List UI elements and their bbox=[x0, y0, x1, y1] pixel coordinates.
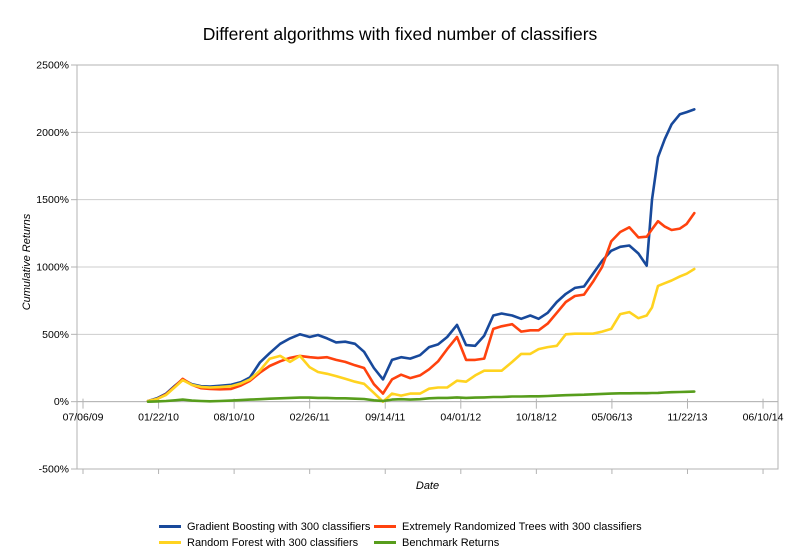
y-tick-label: 2500% bbox=[36, 60, 69, 72]
legend: Gradient Boosting with 300 classifiers Ex… bbox=[159, 519, 642, 550]
series-line-random-forest-with-300-classifiers bbox=[146, 267, 696, 404]
x-tick-label: 10/18/12 bbox=[516, 412, 557, 424]
legend-swatch-icon bbox=[374, 525, 396, 528]
legend-swatch-icon bbox=[374, 541, 396, 544]
legend-label: Extremely Randomized Trees with 300 clas… bbox=[402, 520, 642, 533]
x-tick-label: 01/22/10 bbox=[138, 412, 179, 424]
y-tick-label: -500% bbox=[39, 464, 69, 476]
legend-label: Gradient Boosting with 300 classifiers bbox=[187, 520, 371, 533]
legend-label: Benchmark Returns bbox=[402, 536, 500, 549]
x-tick-label: 05/06/13 bbox=[591, 412, 632, 424]
x-tick-label: 02/26/11 bbox=[290, 412, 330, 424]
x-tick-label: 06/10/14 bbox=[743, 412, 784, 424]
legend-item-random-forest-with-300-classifiers: Random Forest with 300 classifiers bbox=[159, 535, 374, 550]
y-tick-label: 2000% bbox=[36, 127, 69, 139]
legend-item-extremely-randomized-trees-with-300-classifiers: Extremely Randomized Trees with 300 clas… bbox=[374, 519, 642, 534]
y-tick-label: 1000% bbox=[36, 262, 69, 274]
x-tick-label: 09/14/11 bbox=[365, 412, 405, 424]
x-tick-label: 08/10/10 bbox=[214, 412, 255, 424]
x-tick-label: 04/01/12 bbox=[440, 412, 481, 424]
y-tick-label: 0% bbox=[54, 396, 69, 408]
x-tick-label: 11/22/13 bbox=[667, 412, 707, 424]
legend-item-gradient-boosting-with-300-classifiers: Gradient Boosting with 300 classifiers bbox=[159, 519, 374, 534]
legend-label: Random Forest with 300 classifiers bbox=[187, 536, 359, 549]
y-tick-label: 500% bbox=[42, 329, 69, 341]
legend-item-benchmark-returns: Benchmark Returns bbox=[374, 535, 642, 550]
x-tick-label: 07/06/09 bbox=[63, 412, 104, 424]
x-axis-title: Date bbox=[415, 480, 440, 492]
y-tick-label: 1500% bbox=[36, 194, 69, 206]
legend-swatch-icon bbox=[159, 541, 181, 544]
series-line-extremely-randomized-trees-with-300-classifiers bbox=[146, 211, 696, 403]
legend-swatch-icon bbox=[159, 525, 181, 528]
chart-title: Different algorithms with fixed number o… bbox=[202, 24, 598, 44]
series-line-benchmark-returns bbox=[146, 390, 696, 404]
y-axis-title: Cumulative Returns bbox=[21, 213, 33, 311]
series-line-gradient-boosting-with-300-classifiers bbox=[146, 108, 696, 403]
